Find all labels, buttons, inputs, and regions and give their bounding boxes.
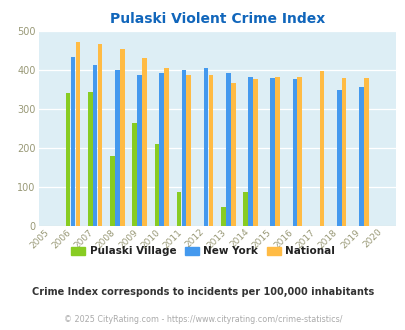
Bar bbox=[164, 68, 168, 226]
Bar bbox=[142, 58, 146, 226]
Bar bbox=[98, 44, 102, 226]
Bar bbox=[363, 78, 368, 226]
Bar bbox=[66, 93, 70, 226]
Bar bbox=[252, 79, 257, 226]
Bar bbox=[93, 65, 97, 226]
Bar bbox=[137, 75, 141, 226]
Bar bbox=[319, 71, 324, 226]
Bar bbox=[208, 75, 213, 226]
Bar bbox=[226, 73, 230, 226]
Bar bbox=[341, 78, 345, 226]
Text: Crime Index corresponds to incidents per 100,000 inhabitants: Crime Index corresponds to incidents per… bbox=[32, 287, 373, 297]
Bar bbox=[70, 57, 75, 226]
Bar bbox=[203, 68, 208, 226]
Bar bbox=[247, 77, 252, 226]
Bar bbox=[358, 87, 363, 226]
Bar bbox=[230, 83, 235, 226]
Bar bbox=[110, 156, 115, 226]
Legend: Pulaski Village, New York, National: Pulaski Village, New York, National bbox=[66, 242, 339, 260]
Bar bbox=[154, 144, 159, 226]
Bar bbox=[275, 77, 279, 226]
Title: Pulaski Violent Crime Index: Pulaski Violent Crime Index bbox=[109, 12, 324, 26]
Bar bbox=[336, 90, 341, 226]
Bar bbox=[88, 92, 92, 226]
Bar bbox=[270, 78, 274, 226]
Bar bbox=[132, 123, 136, 226]
Bar bbox=[181, 70, 186, 226]
Bar bbox=[159, 73, 164, 226]
Bar bbox=[186, 75, 191, 226]
Bar bbox=[176, 192, 181, 226]
Bar bbox=[297, 77, 301, 226]
Bar bbox=[292, 79, 296, 226]
Bar bbox=[75, 42, 80, 226]
Text: © 2025 CityRating.com - https://www.cityrating.com/crime-statistics/: © 2025 CityRating.com - https://www.city… bbox=[64, 315, 341, 324]
Bar bbox=[221, 207, 225, 226]
Bar bbox=[115, 70, 119, 226]
Bar bbox=[119, 49, 124, 226]
Bar bbox=[243, 192, 247, 226]
